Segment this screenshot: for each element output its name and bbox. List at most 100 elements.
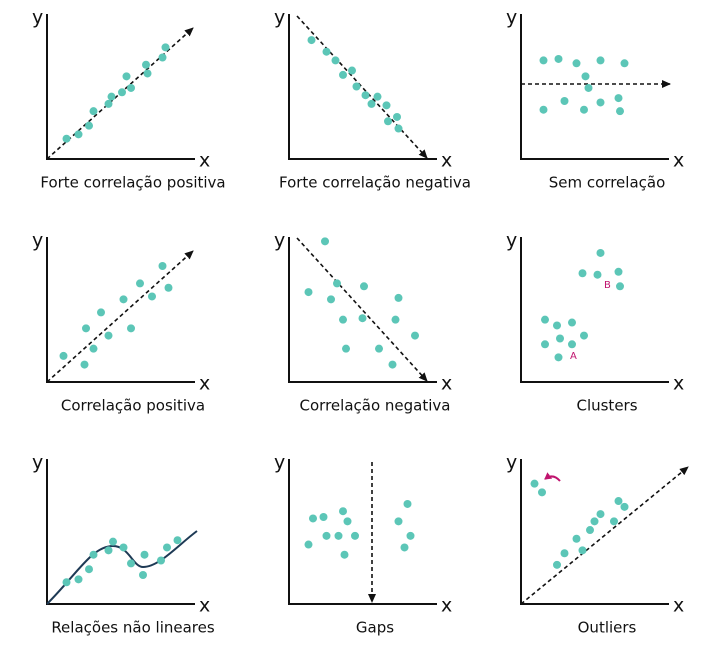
axes — [288, 237, 437, 383]
data-point — [384, 117, 392, 126]
data-point — [89, 344, 98, 353]
cluster-label: A — [570, 351, 577, 362]
outlier-pointer — [544, 472, 561, 482]
data-point — [560, 549, 569, 558]
data-point — [596, 56, 605, 65]
data-point — [411, 331, 419, 340]
data-point — [62, 578, 71, 587]
data-point — [307, 36, 316, 45]
data-point — [164, 283, 173, 292]
chart-title: Sem correlação — [549, 174, 666, 192]
data-point — [351, 531, 359, 540]
axes — [520, 237, 669, 383]
data-point — [578, 269, 587, 278]
y-axis-label: y — [506, 7, 517, 29]
data-point — [554, 353, 563, 362]
data-point — [556, 334, 564, 343]
trend-arrow — [296, 237, 428, 382]
chart-title: Relações não lineares — [51, 619, 215, 637]
data-point — [173, 536, 182, 545]
data-point — [388, 360, 397, 369]
data-point — [127, 324, 135, 333]
cluster-label: B — [604, 280, 611, 291]
data-point — [119, 295, 128, 304]
data-point — [530, 479, 539, 488]
data-point — [580, 105, 588, 114]
data-point — [406, 531, 415, 540]
data-point — [614, 94, 623, 103]
data-point — [340, 550, 349, 559]
data-point — [610, 517, 618, 526]
data-point — [581, 72, 590, 81]
data-point — [97, 308, 105, 317]
data-point — [620, 59, 629, 68]
y-axis-label: y — [506, 452, 517, 474]
data-point — [394, 124, 403, 133]
axes — [46, 237, 195, 383]
data-point — [309, 514, 317, 523]
data-point — [360, 282, 368, 291]
data-point — [331, 56, 340, 65]
data-point — [304, 288, 313, 297]
data-point — [80, 360, 89, 369]
x-axis-label: x — [199, 373, 210, 395]
data-point — [620, 502, 629, 511]
chart-title: Correlação positiva — [61, 397, 205, 415]
y-axis-label: y — [32, 452, 43, 474]
chart-title: Forte correlação positiva — [40, 174, 225, 192]
data-point — [104, 546, 113, 555]
data-point — [157, 556, 165, 565]
data-point — [375, 344, 383, 353]
trend-arrow — [296, 15, 428, 159]
data-point — [163, 543, 171, 552]
data-point — [104, 331, 113, 340]
data-point — [352, 82, 361, 91]
data-point — [127, 83, 135, 92]
data-point — [400, 543, 409, 552]
data-point — [334, 531, 343, 540]
data-point — [616, 282, 624, 291]
chart-title: Clusters — [576, 397, 637, 415]
data-point — [74, 130, 83, 139]
data-point — [148, 292, 156, 301]
x-axis-label: x — [673, 373, 684, 395]
data-point — [578, 546, 587, 555]
data-point — [118, 88, 126, 97]
x-axis-label: x — [441, 150, 452, 172]
data-point — [590, 517, 599, 526]
data-point — [109, 537, 117, 546]
data-point — [343, 517, 352, 526]
data-point — [104, 99, 113, 108]
y-axis-label: y — [274, 452, 285, 474]
axes — [520, 459, 669, 605]
data-point — [580, 331, 588, 340]
data-point — [127, 559, 135, 568]
y-axis-label: y — [32, 230, 43, 252]
data-point — [143, 69, 152, 78]
data-point — [82, 324, 90, 333]
data-point — [89, 550, 98, 559]
data-point — [596, 248, 605, 257]
data-point — [333, 279, 341, 288]
data-point — [339, 507, 347, 516]
y-axis-label: y — [32, 7, 43, 29]
data-point — [140, 550, 149, 559]
data-point — [560, 97, 569, 105]
data-point — [322, 531, 331, 540]
axes — [288, 459, 437, 605]
trend-arrow — [46, 250, 194, 383]
data-point — [85, 565, 93, 574]
data-point — [327, 295, 335, 304]
data-point — [342, 344, 350, 353]
data-point — [554, 54, 563, 63]
data-point — [382, 101, 391, 110]
data-point — [572, 59, 581, 68]
data-point — [539, 56, 548, 65]
data-point — [596, 98, 605, 107]
x-axis-label: x — [199, 595, 210, 617]
data-point — [553, 560, 561, 569]
y-axis-label: y — [506, 230, 517, 252]
data-point — [139, 571, 147, 579]
data-point — [568, 340, 576, 349]
data-point — [538, 488, 546, 497]
